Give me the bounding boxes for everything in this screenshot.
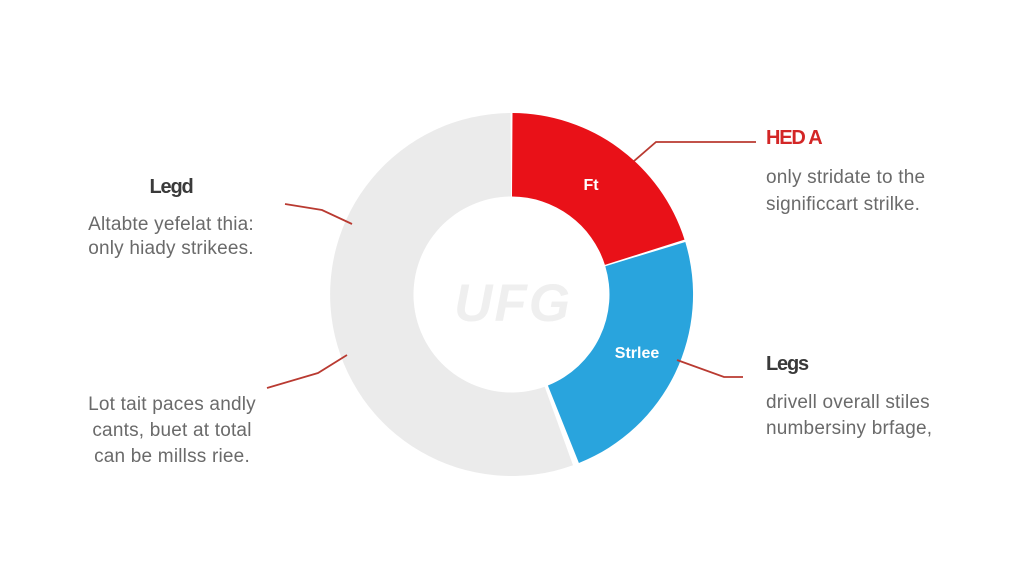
svg-text:Strlee: Strlee [615,345,660,362]
svg-text:Ft: Ft [583,177,599,194]
